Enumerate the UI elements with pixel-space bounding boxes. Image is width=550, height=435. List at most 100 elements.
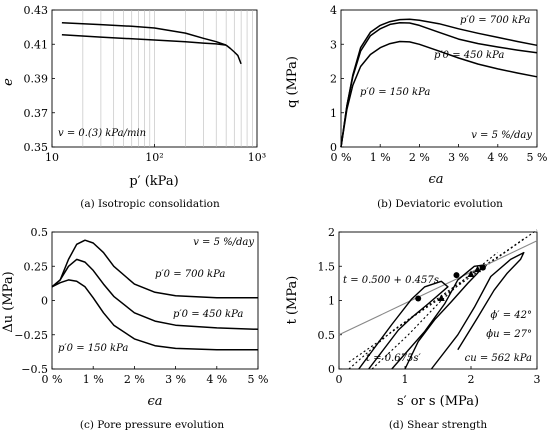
panel-d-annotation-fit-effective: t = 0.675s′ bbox=[366, 353, 422, 364]
x-tick-label: 1 % bbox=[83, 373, 104, 386]
panel-c-series bbox=[51, 239, 259, 351]
x-tick-label: 3 bbox=[534, 373, 541, 386]
series-line bbox=[61, 34, 227, 46]
panel-a-ticks: 10 10² 10³ 0.35 0.37 0.39 0.41 0.43 bbox=[24, 4, 267, 164]
panel-d-series bbox=[338, 229, 538, 370]
panel-b-frame bbox=[340, 9, 538, 148]
y-tick-label: 0 bbox=[328, 363, 335, 376]
x-tick-label: 10³ bbox=[248, 151, 266, 164]
y-tick-label: 2 bbox=[328, 226, 335, 239]
panel-b-series-label-700: p′0 = 700 kPa bbox=[460, 15, 530, 26]
series-line bbox=[225, 44, 242, 65]
series-line bbox=[430, 251, 525, 370]
panel-d-annotation-phi-eff: ϕ′ = 42° bbox=[490, 310, 532, 321]
x-tick-label: 4 % bbox=[487, 151, 508, 164]
y-tick-label: 1.5 bbox=[318, 260, 336, 273]
y-tick-label: 0.41 bbox=[24, 38, 49, 51]
panel-c-ylabel: Δu (MPa) bbox=[1, 271, 16, 332]
panel-b-ylabel: q (MPa) bbox=[285, 56, 300, 108]
panel-b-caption: (b) Deviatoric evolution bbox=[377, 198, 503, 210]
x-tick-label: 4 % bbox=[206, 373, 227, 386]
y-tick-label: 0.39 bbox=[24, 73, 49, 86]
panel-d-ticks: 0 1 2 3 0 0.5 1 1.5 2 bbox=[318, 226, 541, 386]
x-tick-label: 2 bbox=[468, 373, 475, 386]
series-line bbox=[51, 258, 259, 331]
y-tick-label: 0 bbox=[330, 141, 337, 154]
panel-d-markers bbox=[415, 264, 486, 302]
x-tick-label: 5 % bbox=[527, 151, 548, 164]
y-tick-label: 0.37 bbox=[24, 107, 49, 120]
panel-b: 0 % 1 % 2 % 3 % 4 % 5 % 0 1 2 3 4 q (MPa) ϵa p′0 =… bbox=[285, 4, 547, 210]
marker-triangle bbox=[474, 265, 482, 273]
panel-c-ticks: 0 % 1 % 2 % 3 % 4 % 5 % −0.5 −0.25 0 0.25 0.5 bbox=[14, 226, 268, 386]
y-tick-label: 2 bbox=[330, 73, 337, 86]
panel-b-annotation: v = 5 %/day bbox=[471, 130, 532, 141]
panel-c-series-label-700: p′0 = 700 kPa bbox=[155, 269, 225, 280]
panel-c: 0 % 1 % 2 % 3 % 4 % 5 % −0.5 −0.25 0 0.25 0.5 Δu (… bbox=[1, 226, 268, 431]
panel-d-ylabel: t (MPa) bbox=[285, 276, 300, 325]
series-line bbox=[61, 22, 227, 46]
y-tick-label: 0 bbox=[41, 295, 48, 308]
x-tick-label: 3 % bbox=[448, 151, 469, 164]
x-tick-label: 1 bbox=[402, 373, 409, 386]
y-tick-label: 1 bbox=[330, 107, 337, 120]
y-tick-label: 0.25 bbox=[24, 260, 49, 273]
y-tick-label: 0.35 bbox=[24, 141, 49, 154]
series-line bbox=[340, 40, 538, 148]
panel-c-annotation: v = 5 %/day bbox=[193, 237, 254, 248]
panel-b-series-label-150: p′0 = 150 kPa bbox=[360, 87, 430, 98]
y-tick-label: 3 bbox=[330, 38, 337, 51]
panel-c-caption: (c) Pore pressure evolution bbox=[80, 419, 224, 431]
panel-d-annotation-phi-u: ϕu = 27° bbox=[486, 329, 532, 340]
series-line bbox=[51, 279, 258, 351]
marker-triangle bbox=[467, 270, 475, 277]
marker-circle bbox=[453, 272, 460, 279]
panel-d: 0 1 2 3 0 0.5 1 1.5 2 t (MPa) s′ or s (MPa) t = … bbox=[285, 226, 541, 431]
panel-b-ticks: 0 % 1 % 2 % 3 % 4 % 5 % 0 1 2 3 4 bbox=[330, 4, 547, 164]
series-line bbox=[51, 239, 258, 299]
x-tick-label: 0 bbox=[336, 373, 343, 386]
y-tick-label: 0.5 bbox=[318, 329, 336, 342]
y-tick-label: −0.5 bbox=[21, 363, 48, 376]
x-tick-label: 0 % bbox=[42, 373, 63, 386]
series-line bbox=[358, 280, 449, 370]
panel-d-annotation-fit-total: t = 0.500 + 0.457s bbox=[343, 275, 439, 286]
x-tick-label: 1 % bbox=[370, 151, 391, 164]
y-tick-label: 4 bbox=[330, 4, 337, 17]
panel-b-series-label-450: p′0 = 450 kPa bbox=[434, 50, 504, 61]
x-tick-label: 10² bbox=[145, 151, 163, 164]
x-tick-label: 10 bbox=[45, 151, 59, 164]
panel-a-grid bbox=[82, 10, 253, 147]
panel-b-xlabel: ϵa bbox=[428, 172, 443, 187]
x-tick-label: 2 % bbox=[124, 373, 145, 386]
panel-d-xlabel: s′ or s (MPa) bbox=[397, 394, 479, 409]
y-tick-label: 0.43 bbox=[24, 4, 49, 17]
panel-c-series-label-450: p′0 = 450 kPa bbox=[173, 309, 243, 320]
panel-c-series-label-150: p′0 = 150 kPa bbox=[58, 343, 128, 354]
series-line bbox=[340, 21, 538, 148]
marker-triangle bbox=[437, 294, 445, 301]
series-line bbox=[348, 229, 538, 363]
x-tick-label: 2 % bbox=[409, 151, 430, 164]
x-tick-label: 3 % bbox=[165, 373, 186, 386]
x-tick-label: 5 % bbox=[248, 373, 269, 386]
panel-b-series bbox=[340, 18, 538, 148]
panel-a-annotation: v = 0.(3) kPa/min bbox=[58, 128, 146, 139]
series-line bbox=[340, 18, 538, 148]
panel-a-series bbox=[61, 22, 242, 65]
panel-d-caption: (d) Shear strength bbox=[389, 419, 488, 431]
marker-circle bbox=[415, 295, 422, 302]
x-tick-label: 0 % bbox=[331, 151, 352, 164]
panel-a-ylabel: e bbox=[1, 78, 16, 86]
panel-a-xlabel: p′ (kPa) bbox=[129, 174, 178, 189]
y-tick-label: 0.5 bbox=[31, 226, 49, 239]
marker-circle bbox=[479, 264, 486, 271]
y-tick-label: 1 bbox=[328, 295, 335, 308]
panel-c-xlabel: ϵa bbox=[147, 394, 162, 409]
series-line bbox=[338, 240, 538, 336]
y-tick-label: −0.25 bbox=[14, 329, 48, 342]
panel-d-annotation-cu: cu = 562 kPa bbox=[465, 353, 532, 364]
panel-a-caption: (a) Isotropic consolidation bbox=[80, 198, 220, 210]
